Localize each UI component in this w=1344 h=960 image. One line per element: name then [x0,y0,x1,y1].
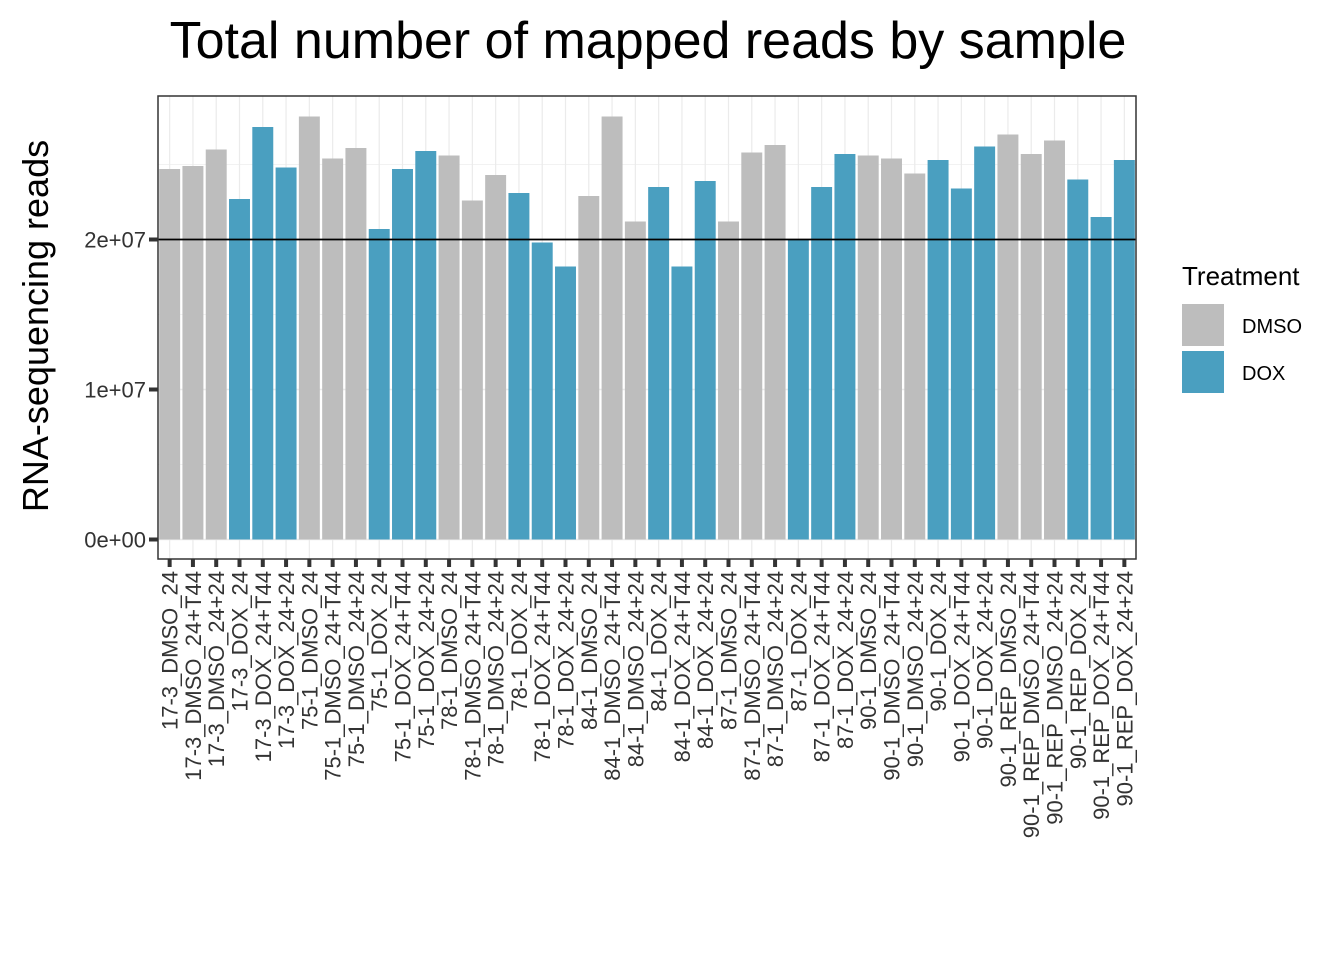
x-tick-label: 87-1_DMSO_24 [717,571,742,730]
bar [950,188,972,540]
legend: Treatment DMSO DOX [1182,261,1302,393]
x-tick-label: 90-1_DMSO_24 [856,571,881,730]
bar [1067,179,1089,540]
x-tick-label: 17-3_DOX_24+T44 [251,571,276,762]
bar [275,167,297,540]
x-tick-label: 90-1_REP_DOX_24+T44 [1089,571,1114,820]
legend-title: Treatment [1182,261,1300,291]
bar [741,152,763,540]
bar [881,158,902,540]
x-tick-label: 90-1_DMSO_24+24 [903,571,928,767]
x-tick-label: 75-1_DMSO_24+T44 [321,571,346,781]
legend-key [1182,351,1224,393]
panel-background [158,96,1136,559]
bar [345,148,367,540]
y-tick-label: 1e+07 [84,378,146,403]
bar [252,127,274,540]
bar [461,200,483,540]
x-tick-label: 78-1_DMSO_24 [437,571,462,730]
bar [555,266,576,540]
bar [997,134,1019,540]
bar [578,196,600,540]
bar [368,229,390,540]
x-tick-label: 84-1_DOX_24+T44 [670,571,695,762]
bar [229,199,250,540]
x-tick-label: 87-1_DOX_24 [786,571,811,712]
bar [1090,217,1112,540]
bar [438,155,460,540]
x-tick-label: 84-1_DOX_24 [647,571,672,712]
x-tick-label: 17-3_DOX_24 [228,571,253,712]
panel-border [157,95,1137,560]
bar [624,221,646,540]
x-tick-label: 84-1_DOX_24+24 [693,571,718,749]
bar [671,266,693,540]
x-tick-label: 17-3_DMSO_24+T44 [181,571,206,781]
bar [787,239,809,540]
bar [601,116,623,540]
x-tick-label: 78-1_DOX_24+T44 [530,571,555,762]
x-tick-label: 84-1_DMSO_24+T44 [600,571,625,781]
x-tick-label: 75-1_DMSO_24 [297,571,322,730]
y-tick-label: 0e+00 [84,528,146,553]
x-tick-label: 75-1_DOX_24+24 [414,571,439,749]
plot-area: 0e+001e+072e+0717-3_DMSO_2417-3_DMSO_24+… [84,95,1137,838]
x-tick-label: 75-1_DOX_24 [367,571,392,712]
bar [415,151,437,540]
legend-key [1182,304,1224,346]
x-tick-label: 84-1_DMSO_24+24 [623,571,648,767]
bar [485,175,507,540]
x-tick-label: 90-1_DOX_24+T44 [949,571,974,762]
x-tick-label: 87-1_DMSO_24+24 [763,571,788,767]
y-axis-title: RNA-sequencing reads [15,140,56,512]
x-tick-label: 90-1_DMSO_24+T44 [880,571,905,781]
bar [322,158,344,540]
bar [904,173,926,540]
bar [392,169,413,540]
bar [1113,160,1135,540]
x-tick-label: 17-3_DOX_24+24 [274,571,299,749]
bar [298,116,320,540]
x-tick-label: 90-1_REP_DOX_24 [1066,571,1091,769]
bar [182,166,204,540]
x-tick-label: 90-1_REP_DOX_24+24 [1112,571,1137,806]
bar [205,149,227,540]
bar [974,146,996,540]
bar [857,155,879,540]
x-tick-label: 90-1_DOX_24+24 [973,571,998,749]
bar [834,154,856,540]
x-tick-label: 78-1_DOX_24 [507,571,532,712]
chart-title: Total number of mapped reads by sample [170,12,1127,70]
x-tick-label: 90-1_DOX_24 [926,571,951,712]
x-tick-label: 78-1_DOX_24+24 [554,571,579,749]
bar [159,169,181,540]
x-tick-label: 75-1_DMSO_24+24 [344,571,369,767]
legend-label: DOX [1242,363,1285,385]
x-tick-label: 17-3_DMSO_24 [158,571,183,730]
x-tick-label: 78-1_DMSO_24+24 [484,571,509,767]
bar [1020,154,1042,540]
bar [1044,140,1065,540]
bar [694,181,716,540]
y-tick-label: 2e+07 [84,228,146,253]
bar [531,242,553,540]
x-tick-label: 84-1_DMSO_24 [577,571,602,730]
x-tick-label: 87-1_DOX_24+24 [833,571,858,749]
x-tick-label: 87-1_DMSO_24+T44 [740,571,765,781]
x-tick-label: 87-1_DOX_24+T44 [810,571,835,762]
bar [811,187,833,540]
bar [718,221,739,540]
legend-label: DMSO [1242,316,1302,338]
x-tick-label: 17-3_DMSO_24+24 [204,571,229,767]
bar [764,145,786,540]
x-tick-label: 78-1_DMSO_24+T44 [460,571,485,781]
bar [927,160,949,540]
bar [648,187,670,540]
x-tick-label: 90-1_REP_DMSO_24 [996,571,1021,787]
x-tick-label: 75-1_DOX_24+T44 [391,571,416,762]
x-tick-label: 90-1_REP_DMSO_24+24 [1043,571,1068,825]
bar [508,193,530,540]
x-tick-label: 90-1_REP_DMSO_24+T44 [1019,571,1044,838]
